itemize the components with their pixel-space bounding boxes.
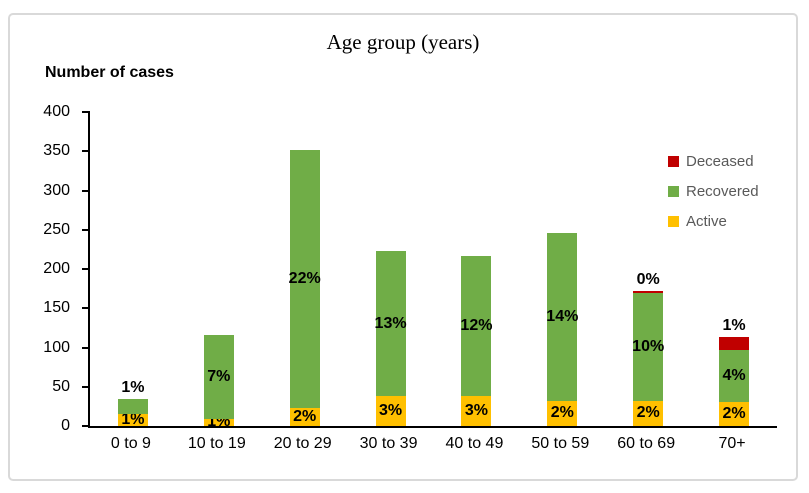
data-label-active: 2% xyxy=(293,407,317,425)
legend-label: Recovered xyxy=(686,182,759,200)
data-label-active: 3% xyxy=(464,402,488,420)
y-tick-mark xyxy=(82,268,90,270)
legend-swatch-recovered xyxy=(668,185,679,197)
data-label-active: 2% xyxy=(636,404,660,422)
chart-frame: Age group (years) Number of cases 0 50 100… xyxy=(8,13,798,481)
data-label-recovered: 4% xyxy=(722,367,746,385)
bar-segment-deceased xyxy=(719,336,750,350)
data-label-active: 1% xyxy=(121,411,145,429)
legend-swatch-deceased xyxy=(668,155,679,167)
x-category-label: 30 to 39 xyxy=(359,435,418,452)
y-tick-mark xyxy=(82,346,90,349)
bar-segment-recovered xyxy=(633,293,664,401)
y-tick-label: 100 xyxy=(43,338,70,356)
legend-swatch-active xyxy=(668,215,679,227)
data-label-deceased: 1% xyxy=(722,316,746,334)
y-tick-label: 250 xyxy=(43,220,70,238)
y-tick-label: 50 xyxy=(52,377,70,395)
x-category-label: 0 to 9 xyxy=(110,435,151,452)
bar-segment-recovered xyxy=(289,149,320,408)
bar-segment-active xyxy=(289,407,320,426)
y-tick-mark xyxy=(82,189,90,192)
legend-entry: Active xyxy=(668,206,759,236)
y-tick-mark xyxy=(82,385,90,388)
x-category-label: 20 to 29 xyxy=(273,435,332,452)
y-tick-label: 0 xyxy=(61,417,70,434)
y-tick-mark xyxy=(82,307,90,310)
bar-segment-recovered xyxy=(117,398,148,415)
data-label-recovered: 14% xyxy=(546,307,579,325)
legend-entry: Deceased xyxy=(668,146,759,176)
bar-segment-active xyxy=(461,396,492,426)
x-category-label: 60 to 69 xyxy=(617,435,676,452)
plot-area: 0 50 100 150 200 250 300 350 400 1% 1% 1% 7% 2% 22% 3% 1… xyxy=(43,103,777,434)
bar-segment-active xyxy=(633,400,664,426)
legend-entry: Recovered xyxy=(668,176,759,206)
data-label-recovered: 12% xyxy=(460,316,493,334)
x-category-label: 10 to 19 xyxy=(187,435,246,452)
y-axis-title: Number of cases xyxy=(45,64,174,81)
bar-segment-active xyxy=(203,418,234,426)
legend: Deceased Recovered Active xyxy=(668,146,759,236)
y-tick-label: 150 xyxy=(43,299,70,317)
bar-segment-active xyxy=(375,396,406,426)
y-tick-mark xyxy=(82,111,90,113)
data-label-active: 2% xyxy=(722,405,746,423)
y-tick-label: 200 xyxy=(43,260,70,277)
data-label-recovered: 7% xyxy=(207,367,231,385)
data-label-recovered: 10% xyxy=(632,338,665,356)
data-label-recovered: 13% xyxy=(374,314,407,332)
y-tick-mark xyxy=(82,425,90,427)
bar-segment-deceased xyxy=(633,291,664,294)
y-tick-label: 350 xyxy=(43,142,70,160)
y-tick-label: 400 xyxy=(43,103,70,120)
y-tick-label: 300 xyxy=(43,181,70,199)
bar-segment-active xyxy=(547,400,578,426)
x-category-label: 70+ xyxy=(718,435,746,452)
data-label-deceased: 0% xyxy=(636,270,660,288)
data-label-recovered: 22% xyxy=(288,269,321,287)
x-category-label: 40 to 49 xyxy=(445,435,504,452)
bar-segment-recovered xyxy=(719,349,750,403)
data-label-active: 2% xyxy=(550,404,574,422)
bar-segment-active xyxy=(117,414,148,426)
x-axis-labels: 0 to 9 10 to 19 20 to 29 30 to 39 40 to 49 50… xyxy=(88,434,775,454)
bar-segment-recovered xyxy=(203,334,234,419)
bar-segment-active xyxy=(719,402,750,426)
bar-segment-recovered xyxy=(375,250,406,397)
legend-label: Active xyxy=(686,212,727,230)
bar-segment-recovered xyxy=(461,255,492,397)
legend-label: Deceased xyxy=(686,152,754,170)
x-category-label: 50 to 59 xyxy=(531,435,590,452)
chart-title: Age group (years) xyxy=(326,30,480,54)
y-tick-mark xyxy=(82,150,90,153)
bar-segment-recovered xyxy=(547,232,578,401)
y-tick-mark xyxy=(82,228,90,231)
data-label-recovered: 1% xyxy=(121,378,145,396)
data-label-active: 3% xyxy=(379,402,403,420)
